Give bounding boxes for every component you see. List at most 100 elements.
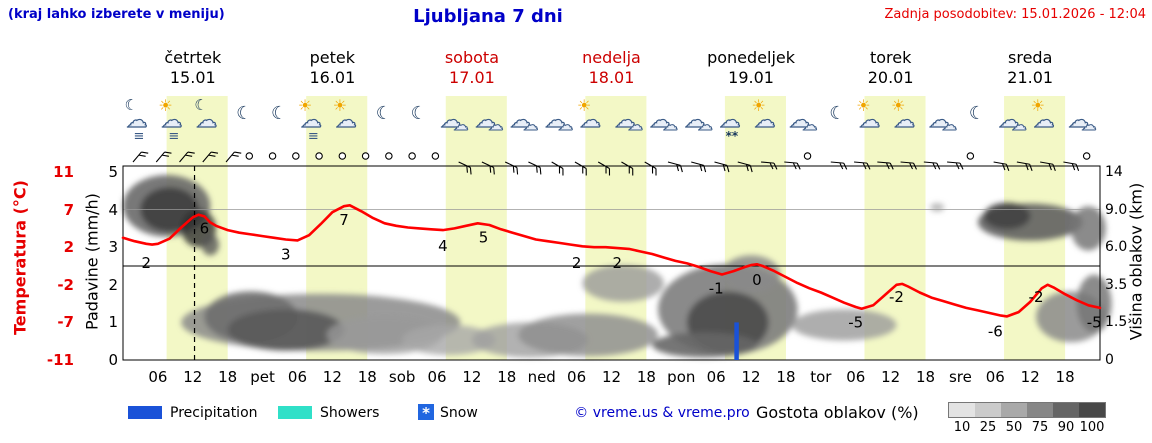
day-date: 16.01 <box>309 68 356 87</box>
moon-fog-weather-icon: ☾ ☁ ≡ <box>122 97 158 144</box>
x-axis-hour-label: 18 <box>776 368 796 386</box>
sun-cloud-weather-icon: ☀ ☁ <box>576 97 612 143</box>
cloud-glyph: ☁ <box>684 108 706 132</box>
density-tick-label: 90 <box>1057 420 1075 435</box>
wind-calm-icon <box>361 152 370 160</box>
precip-tick: 2 <box>108 275 118 294</box>
temperature-value-label: 0 <box>752 271 762 289</box>
cloud-weather-icon: ☁ ☁ <box>681 97 717 143</box>
cloud2-glyph: ☁ <box>523 116 539 134</box>
cloud-glyph: ☁ <box>475 108 497 132</box>
wind-barb-icon <box>202 151 219 163</box>
x-axis-hour-label: 18 <box>915 368 936 386</box>
wind-calm-icon <box>803 152 812 160</box>
temperature-value-label: -5 <box>1087 314 1102 332</box>
temperature-axis-label: Temperatura (°C) <box>10 180 30 335</box>
wind-barb-icon <box>574 161 587 176</box>
sun-cloud-weather-icon: ☀ ☁ <box>1030 97 1066 143</box>
wind-barb-icon <box>830 161 848 170</box>
plot-border <box>122 165 1101 361</box>
density-cell <box>949 403 975 417</box>
cloud-blob <box>652 332 757 358</box>
day-name: ponedeljek <box>707 48 796 67</box>
cloud-glyph: ☁ <box>300 108 322 132</box>
wind-barb-icon <box>225 151 242 163</box>
sun-cloud-weather-icon: ☀ ☁ <box>855 97 891 143</box>
sun-fog-weather-icon: ☀ ☁ ≡ <box>157 96 193 144</box>
cloud-weather-icon: ☁ ☁ <box>471 97 507 143</box>
wind-barb-icon <box>877 161 894 170</box>
day-date: 19.01 <box>728 68 774 87</box>
cloud-blob <box>983 202 1031 230</box>
temperature-value-label: -5 <box>848 314 863 332</box>
cloud-blob <box>518 313 659 357</box>
copyright-link[interactable]: © vreme.us & vreme.pro <box>574 405 750 421</box>
wind-barbs-row <box>132 151 1091 176</box>
x-axis-hour-label: 06 <box>427 368 447 386</box>
cloud-height-axis-label: Višina oblakov (km) <box>1126 182 1146 341</box>
cloud2-glyph: ☁ <box>453 116 469 134</box>
wind-barb-icon <box>737 161 753 173</box>
sun-glyph: ☀ <box>158 96 173 115</box>
cloud-height-tick: 0 <box>1105 352 1114 368</box>
wind-barb-icon <box>1040 161 1056 171</box>
cloud-blob <box>791 309 897 341</box>
cloud-blob <box>1070 206 1106 251</box>
cloud-glyph: ☁ <box>161 108 183 132</box>
fog-glyph: ≡ <box>307 129 319 144</box>
density-tick-label: 10 <box>953 420 971 435</box>
wind-barb-icon <box>784 161 801 170</box>
cloud-glyph: ☁ <box>754 108 776 132</box>
cloud-glyph: ☁ <box>440 108 462 132</box>
density-tick-label: 50 <box>1005 420 1023 435</box>
temperature-value-label: 2 <box>613 254 623 272</box>
sun-cloud-weather-icon: ☀ ☁ <box>751 97 787 143</box>
wind-barb-icon <box>458 161 472 175</box>
cloud-weather-icon: ☁ ☁ <box>541 97 577 143</box>
x-axis-hour-label: 06 <box>985 368 1005 386</box>
wind-barb-icon <box>504 161 519 175</box>
cloud-weather-icon: ☁ ☁ <box>785 97 821 143</box>
sun-glyph: ☀ <box>1030 96 1045 115</box>
cloud2-glyph: ☁ <box>662 116 678 134</box>
sun-cloud-weather-icon: ☀ ☁ <box>332 97 368 143</box>
day-name: nedelja <box>582 48 641 67</box>
density-cell <box>1001 403 1027 417</box>
wind-barb-icon <box>923 161 941 170</box>
wind-barb-icon <box>1016 161 1033 171</box>
cloud-weather-icon: ☁ ☁ <box>646 97 682 143</box>
wind-calm-icon <box>315 152 323 160</box>
cloud2-glyph: ☁ <box>488 116 504 134</box>
moon-weather-icon: ☾ <box>367 97 403 143</box>
showers-legend-label: Showers <box>320 405 380 421</box>
moon-glyph: ☾ <box>271 103 288 124</box>
cloud-weather-icon: ☁ ☁ <box>611 97 647 143</box>
cloud-glyph: ☁ <box>928 108 950 132</box>
x-axis-hour-label: 18 <box>218 368 238 386</box>
menu-hint: (kraj lahko izberete v meniju) <box>8 7 225 22</box>
cloud2-glyph: ☁ <box>1011 116 1027 134</box>
cloud-height-tick: 3.5 <box>1105 276 1128 293</box>
cloud-glyph: ☁ <box>1033 108 1055 132</box>
day-date: 18.01 <box>588 68 635 87</box>
x-axis-day-abbrev: pon <box>667 368 696 386</box>
precip-tick: 4 <box>108 200 118 219</box>
temperature-value-label: 4 <box>438 237 448 255</box>
cloud-glyph: ☁ <box>649 108 671 132</box>
wind-calm-icon <box>385 152 393 160</box>
day-date: 20.01 <box>867 68 914 87</box>
day-name: petek <box>309 48 356 67</box>
density-cell <box>1027 403 1053 417</box>
sun-glyph: ☀ <box>891 96 906 115</box>
x-axis-hour-label: 06 <box>706 368 726 386</box>
cloud-density-scale <box>948 402 1106 418</box>
temperature-value-label: -6 <box>988 322 1003 340</box>
density-cell <box>1053 403 1079 417</box>
precipitation-swatch <box>128 406 162 419</box>
temperature-tick: -7 <box>57 313 74 332</box>
density-cell <box>1079 403 1105 417</box>
temperature-value-label: 7 <box>339 211 349 229</box>
x-axis-day-abbrev: pet <box>250 368 275 386</box>
wind-calm-icon <box>408 152 416 160</box>
